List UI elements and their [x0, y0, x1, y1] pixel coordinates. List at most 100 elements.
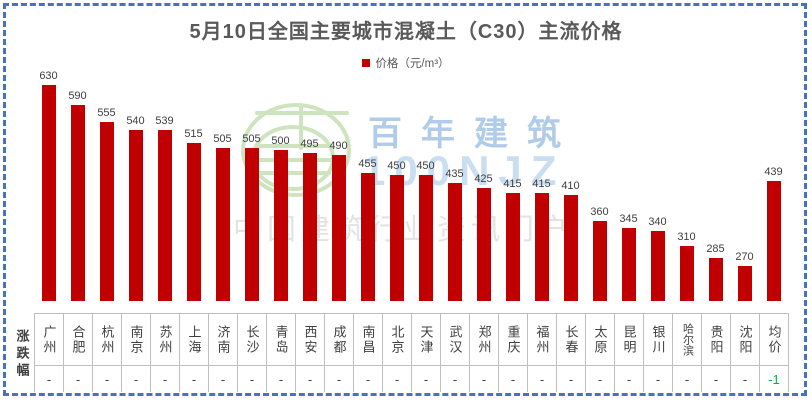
value-label: 490	[329, 140, 348, 153]
change-cell: -	[180, 366, 209, 392]
bar-广州	[41, 84, 56, 301]
change-cell: -	[267, 366, 296, 392]
bar-均价	[766, 180, 781, 301]
bar-天津	[418, 175, 433, 301]
category-cell: 西安	[296, 314, 325, 366]
bar-贵阳	[708, 258, 723, 301]
value-label: 540	[126, 114, 145, 127]
change-cell: -	[151, 366, 180, 392]
bar-武汉	[447, 182, 462, 301]
value-label: 310	[677, 230, 696, 243]
change-cell: -	[731, 366, 760, 392]
value-label: 435	[445, 167, 464, 180]
bar-南京	[128, 129, 143, 301]
bar-长春	[563, 195, 578, 301]
change-cell: -	[35, 366, 64, 392]
change-row-label: 涨跌幅	[14, 328, 30, 380]
change-cell: -	[296, 366, 325, 392]
bar-北京	[389, 175, 404, 301]
watermark-logo	[239, 102, 355, 205]
change-cell: -	[586, 366, 615, 392]
change-cell: -	[325, 366, 354, 392]
change-cell: -	[702, 366, 731, 392]
category-cell: 天津	[412, 314, 441, 366]
value-label: 410	[561, 180, 580, 193]
change-cell: -	[354, 366, 383, 392]
change-cell: -	[644, 366, 673, 392]
value-label: 439	[764, 165, 783, 178]
category-cell: 济南	[209, 314, 238, 366]
bar-太原	[592, 220, 607, 301]
change-cell: -	[470, 366, 499, 392]
category-cell: 杭州	[93, 314, 122, 366]
value-label: 505	[242, 132, 261, 145]
value-label: 539	[155, 115, 174, 128]
bar-青岛	[273, 150, 288, 301]
bar-合肥	[70, 104, 85, 301]
value-label: 450	[416, 160, 435, 173]
bar-南昌	[360, 172, 375, 301]
category-cell: 贵阳	[702, 314, 731, 366]
category-cell: 福州	[528, 314, 557, 366]
category-cell: 长沙	[238, 314, 267, 366]
change-cell: -	[441, 366, 470, 392]
change-cell: -	[615, 366, 644, 392]
change-cell: -	[209, 366, 238, 392]
category-cell: 北京	[383, 314, 412, 366]
category-cell: 均价	[760, 314, 789, 366]
value-label: 455	[358, 157, 377, 170]
category-cell: 郑州	[470, 314, 499, 366]
change-cell: -	[412, 366, 441, 392]
bar-成都	[331, 155, 346, 301]
data-table: 广州 合肥 杭州 南京 苏州 上海 济南 长沙 青岛 西安 成都 南昌 北京 天津 武汉 郑州 重庆 福州 长春 太原…	[34, 313, 789, 392]
bar-银川	[650, 230, 665, 301]
category-cell: 南京	[122, 314, 151, 366]
value-label: 425	[474, 172, 493, 185]
category-cell: 长春	[557, 314, 586, 366]
value-label: 415	[503, 177, 522, 190]
category-cell: 苏州	[151, 314, 180, 366]
bar-济南	[215, 147, 230, 301]
value-label: 505	[213, 132, 232, 145]
value-label: 270	[735, 250, 754, 263]
bar-郑州	[476, 187, 491, 301]
value-label: 495	[300, 137, 319, 150]
bar-哈尔滨	[679, 245, 694, 301]
value-label: 415	[532, 177, 551, 190]
value-label: 450	[387, 160, 406, 173]
category-cell: 重庆	[499, 314, 528, 366]
value-label: 340	[648, 215, 667, 228]
value-label: 285	[706, 243, 725, 256]
legend: 价格（元/m³）	[0, 55, 812, 71]
category-cell: 青岛	[267, 314, 296, 366]
value-label: 515	[184, 127, 203, 140]
bar-西安	[302, 152, 317, 301]
bar-昆明	[621, 228, 636, 301]
category-cell: 银川	[644, 314, 673, 366]
change-cell: -	[383, 366, 412, 392]
category-cell: 昆明	[615, 314, 644, 366]
change-cell: -	[528, 366, 557, 392]
bar-重庆	[505, 192, 520, 301]
value-label: 590	[68, 89, 87, 102]
category-cell: 上海	[180, 314, 209, 366]
watermark-brand-text: 百年建筑	[368, 115, 580, 153]
bar-沈阳	[737, 265, 752, 301]
value-label: 360	[590, 205, 609, 218]
bar-杭州	[99, 122, 114, 301]
change-cell: -1	[760, 366, 789, 392]
bar-苏州	[157, 130, 172, 301]
category-cell: 广州	[35, 314, 64, 366]
category-cell: 武汉	[441, 314, 470, 366]
value-label: 500	[271, 135, 290, 148]
change-cell: -	[557, 366, 586, 392]
change-cell: -	[93, 366, 122, 392]
category-cell: 哈尔滨	[673, 314, 702, 366]
category-cell: 合肥	[64, 314, 93, 366]
legend-label: 价格（元/m³）	[375, 58, 450, 70]
change-cell: -	[64, 366, 93, 392]
value-label: 345	[619, 213, 638, 226]
value-label: 630	[39, 69, 58, 82]
category-cell: 南昌	[354, 314, 383, 366]
change-cell: -	[122, 366, 151, 392]
